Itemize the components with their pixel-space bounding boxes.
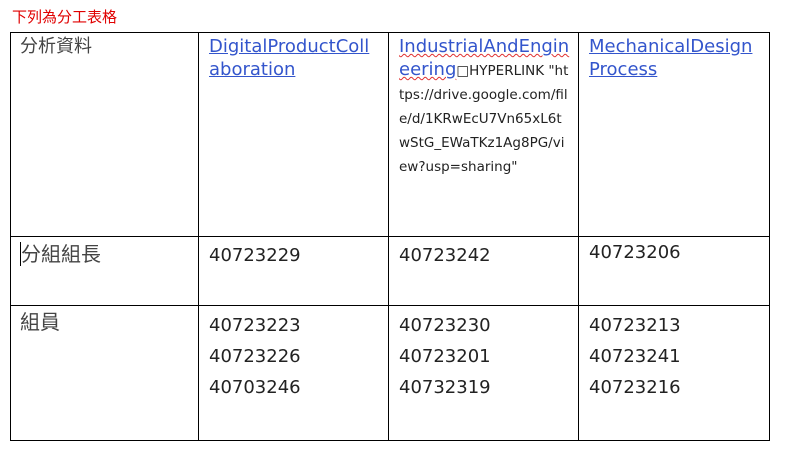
row-label: 分組組長: [20, 242, 101, 266]
member-id: 40703246: [209, 377, 301, 398]
member-id: 40723213: [589, 315, 681, 336]
leader-id: 40723242: [399, 245, 491, 266]
member-id: 40723230: [399, 315, 491, 336]
link-industrial-and-engineering[interactable]: IndustrialAndEngineering: [399, 36, 570, 80]
link-mechanical-design-process[interactable]: MechanicalDesignProcess: [589, 36, 753, 80]
table-row: 組員 40723223 40723226 40703246 40723230 4072…: [10, 305, 770, 441]
member-id: 40723201: [399, 346, 491, 367]
assignment-table: 分析資料 DigitalProductCollaboration Industr…: [10, 32, 770, 441]
row-label: 組員: [10, 305, 199, 441]
leader-id: 40723206: [589, 242, 681, 263]
row-label: 分析資料: [10, 32, 199, 237]
member-id: 40723241: [589, 346, 681, 367]
page-title: 下列為分工表格: [12, 8, 118, 26]
table-row: 分組組長 40723229 40723242 40723206: [10, 236, 770, 306]
hyperlink-field-code: □HYPERLINK "https://drive.google.com/fil…: [399, 63, 569, 175]
member-id: 40723226: [209, 346, 301, 367]
leader-id: 40723229: [209, 245, 301, 266]
member-id: 40723216: [589, 377, 681, 398]
member-id: 40732319: [399, 377, 491, 398]
link-digital-product-collaboration[interactable]: DigitalProductCollaboration: [209, 36, 370, 80]
table-row: 分析資料 DigitalProductCollaboration Industr…: [10, 32, 770, 237]
member-id: 40723223: [209, 315, 301, 336]
